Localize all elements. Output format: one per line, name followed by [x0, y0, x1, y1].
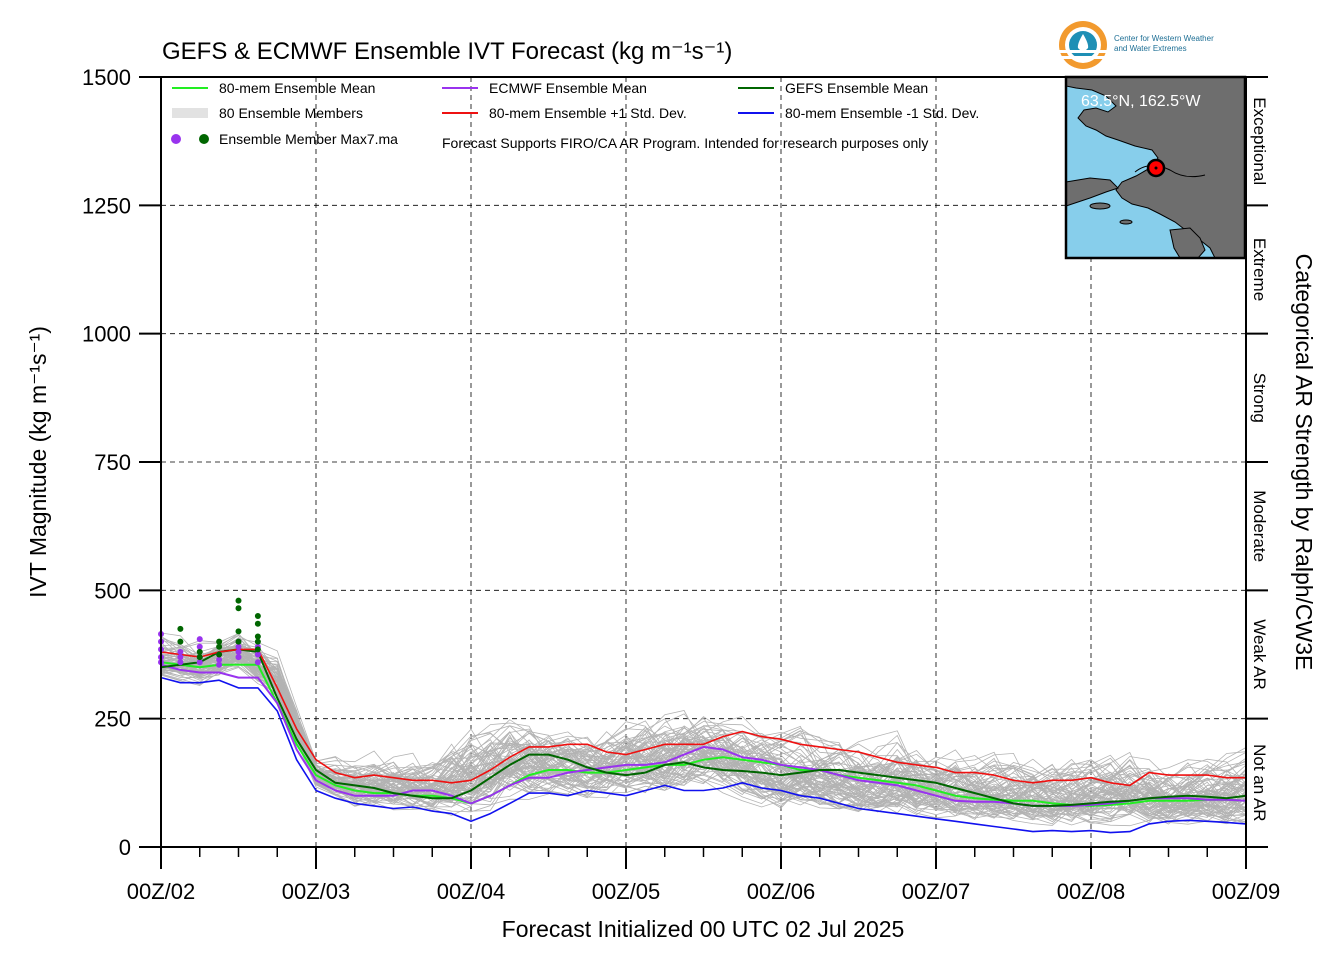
category-label: Moderate	[1250, 490, 1269, 562]
max-dot-ecmwf	[177, 654, 184, 661]
max-dot-ecmwf	[216, 661, 223, 668]
x-tick-label: 00Z/08	[1057, 879, 1126, 904]
legend-label: Ensemble Member Max7.ma	[219, 131, 398, 147]
location-inset-map: 63.5°N, 162.5°W	[1064, 75, 1247, 260]
max-dot-gefs	[254, 646, 261, 653]
inset-label: 63.5°N, 162.5°W	[1081, 93, 1201, 110]
max-dot-ecmwf	[235, 654, 242, 661]
max-dot-gefs	[177, 638, 184, 645]
x-tick-label: 00Z/02	[127, 879, 196, 904]
max-dot-ecmwf	[196, 636, 203, 643]
ensemble-member-line	[161, 657, 1246, 817]
max-dot-ecmwf	[196, 643, 203, 650]
legend-label: 80-mem Ensemble -1 Std. Dev.	[785, 105, 979, 121]
ensemble-member-line	[161, 645, 1246, 819]
x-tick-label: 00Z/03	[282, 879, 351, 904]
series-line	[161, 648, 1246, 807]
max-dot-gefs	[235, 638, 242, 645]
cw3e-logo: Center for Western Weather and Water Ext…	[1059, 21, 1214, 69]
max-dot-ecmwf	[216, 656, 223, 663]
max-dot-ecmwf	[254, 659, 261, 666]
ensemble-member-line	[161, 660, 1246, 823]
right-axis-label: Categorical AR Strength by Ralph/CW3E	[1291, 254, 1317, 671]
y-tick-label: 250	[94, 707, 131, 732]
max-dot-gefs	[235, 628, 242, 635]
legend-label: 80-mem Ensemble +1 Std. Dev.	[489, 105, 687, 121]
logo-text-line-2: and Water Extremes	[1114, 44, 1187, 53]
max-dot-ecmwf	[235, 648, 242, 655]
y-tick-label: 750	[94, 450, 131, 475]
legend-label: ECMWF Ensemble Mean	[489, 80, 647, 96]
max-dot-gefs	[254, 613, 261, 619]
chart-title: GEFS & ECMWF Ensemble IVT Forecast (kg m…	[162, 38, 732, 65]
max-dot-gefs	[216, 643, 223, 650]
max-dot-gefs	[216, 651, 223, 658]
x-tick-label: 00Z/07	[902, 879, 971, 904]
category-label: Exceptional	[1250, 97, 1269, 185]
legend-swatch	[171, 134, 181, 144]
max-dot-gefs	[216, 638, 223, 645]
legend-label: 80 Ensemble Members	[219, 105, 363, 121]
max-dot-gefs	[196, 654, 203, 661]
legend-note: Forecast Supports FIRO/CA AR Program. In…	[442, 135, 928, 151]
x-tick-label: 00Z/04	[437, 879, 506, 904]
axes: 0 250 500 750 1000 1250 1500 00Z/02 00Z/03 00Z/04…	[82, 65, 1280, 904]
x-tick-label: 00Z/06	[747, 879, 816, 904]
series-line	[161, 648, 1246, 787]
logo-text-line-1: Center for Western Weather	[1114, 34, 1214, 43]
ensemble-members	[161, 632, 1246, 827]
max-dot-gefs	[254, 638, 261, 645]
ensemble-member-line	[161, 651, 1246, 819]
series-lines	[161, 648, 1246, 834]
series-line	[161, 676, 1246, 834]
y-tick-label: 1250	[82, 193, 131, 218]
y-tick-label: 500	[94, 578, 131, 603]
max-dot-gefs	[254, 620, 261, 627]
max-dot-gefs	[196, 648, 203, 655]
legend-swatch	[199, 134, 209, 144]
max-dot-ecmwf	[254, 651, 261, 658]
max-dot-gefs	[254, 633, 261, 640]
y-tick-label: 1500	[82, 65, 131, 90]
category-label: Strong	[1250, 373, 1269, 423]
y-axis-label: IVT Magnitude (kg m⁻¹s⁻¹)	[25, 326, 51, 598]
x-tick-label: 00Z/09	[1212, 879, 1281, 904]
max-dot-ecmwf	[177, 659, 184, 666]
max-dot-ecmwf	[235, 643, 242, 650]
legend-label: 80-mem Ensemble Mean	[219, 80, 375, 96]
legend: 80-mem Ensemble Mean ECMWF Ensemble Mean G…	[171, 80, 979, 147]
max-dot-ecmwf	[196, 659, 203, 666]
category-label: Weak AR	[1250, 619, 1269, 690]
max-dots	[158, 597, 261, 668]
max-dot-ecmwf	[177, 648, 184, 655]
y-tick-label: 1000	[82, 322, 131, 347]
legend-label: GEFS Ensemble Mean	[785, 80, 928, 96]
y-tick-label: 0	[119, 835, 131, 860]
x-tick-label: 00Z/05	[592, 879, 661, 904]
ensemble-member-line	[161, 654, 1246, 819]
max-dot-gefs	[177, 625, 184, 632]
ensemble-member-line	[161, 652, 1246, 825]
ensemble-member-line	[161, 654, 1246, 816]
category-label: Not an AR	[1250, 744, 1269, 822]
category-label: Extreme	[1250, 238, 1269, 301]
max-dot-gefs	[235, 597, 242, 604]
x-axis-label: Forecast Initialized 00 UTC 02 Jul 2025	[502, 916, 905, 942]
max-dot-gefs	[235, 605, 242, 612]
